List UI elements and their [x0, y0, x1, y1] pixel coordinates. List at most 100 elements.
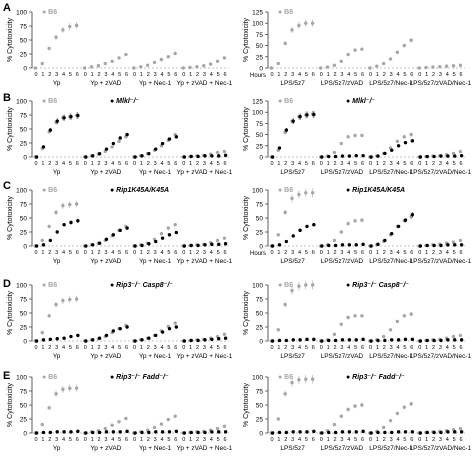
- panel-letter-c: C: [3, 180, 11, 192]
- x-tick-label: 4: [347, 161, 350, 167]
- data-point: [189, 338, 193, 343]
- legend-ko: ● Rip1K45A/K45A: [110, 187, 169, 194]
- x-tick-label: 6: [76, 161, 79, 167]
- x-tick-label: 2: [97, 72, 100, 78]
- data-point: [167, 430, 172, 434]
- x-tick-label: 3: [439, 72, 442, 78]
- data-point: [284, 430, 289, 435]
- data-point: [304, 191, 308, 195]
- data-point: [68, 297, 72, 302]
- group-label: Yp: [53, 353, 61, 360]
- data-point: [290, 196, 294, 201]
- x-tick-label: 6: [223, 250, 226, 256]
- y-axis-label: % Cytotoxicity: [7, 18, 14, 62]
- x-tick-label: 0: [320, 250, 323, 256]
- x-tick-label: 0: [34, 161, 37, 167]
- x-tick-label: 4: [160, 250, 163, 256]
- x-tick-label: 6: [312, 345, 315, 351]
- panel-letter-b: B: [3, 92, 11, 104]
- panel-letter-e: E: [3, 370, 11, 382]
- x-tick-label: 5: [217, 72, 220, 78]
- x-tick-label: 1: [376, 72, 379, 78]
- x-tick-label: 3: [439, 250, 442, 256]
- y-tick-label: 75: [20, 389, 28, 396]
- x-tick-label: 3: [291, 72, 294, 78]
- x-tick-label: 4: [62, 345, 65, 351]
- data-point: [173, 414, 177, 418]
- data-point: [68, 386, 72, 390]
- x-tick-label: 2: [284, 161, 287, 167]
- data-point: [396, 224, 401, 229]
- x-tick-label: 5: [167, 161, 170, 167]
- x-tick-label: 3: [340, 161, 343, 167]
- x-tick-label: 5: [118, 345, 121, 351]
- x-tick-label: 0: [34, 72, 37, 78]
- data-point: [298, 114, 302, 119]
- x-tick-label: 1: [91, 161, 94, 167]
- data-point: [403, 430, 408, 434]
- y-tick-label: 75: [256, 121, 264, 128]
- x-tick-label: 1: [425, 345, 428, 351]
- data-point: [68, 202, 72, 207]
- data-point: [34, 244, 39, 248]
- x-tick-label: 2: [284, 345, 287, 351]
- data-point: [76, 113, 80, 118]
- legend-ko: ● Mlkl⁻/⁻: [346, 98, 375, 105]
- x-tick-label: 5: [69, 250, 72, 256]
- x-tick-label: 0: [133, 72, 136, 78]
- data-point: [277, 243, 282, 247]
- data-point: [222, 236, 227, 240]
- x-tick-label: 4: [62, 437, 65, 443]
- data-point: [410, 430, 415, 434]
- x-tick-label: 6: [174, 161, 177, 167]
- x-tick-label: 4: [446, 345, 449, 351]
- data-point: [390, 430, 394, 435]
- x-tick-label: 6: [125, 437, 128, 443]
- x-tick-label: 1: [91, 345, 94, 351]
- data-point: [458, 333, 463, 338]
- group-label: Yp + zVAD: [90, 169, 121, 176]
- group-label: LPS/5z7/zVAD: [321, 80, 364, 87]
- data-point: [74, 386, 79, 390]
- x-tick-label: 6: [312, 72, 315, 78]
- y-tick-label: 50: [256, 43, 264, 50]
- data-point: [154, 239, 158, 244]
- y-tick-label: 25: [256, 230, 264, 237]
- data-point: [91, 338, 95, 342]
- data-point: [327, 154, 331, 159]
- x-tick-label: 3: [55, 161, 58, 167]
- x-tick-label: 3: [203, 250, 206, 256]
- x-tick-label: 1: [327, 72, 330, 78]
- data-point: [154, 430, 158, 434]
- group-label: Yp: [53, 445, 61, 452]
- x-tick-label: 4: [298, 72, 301, 78]
- x-tick-label: 0: [133, 437, 136, 443]
- data-point: [458, 238, 463, 243]
- data-point: [459, 243, 464, 247]
- x-tick-label: 6: [76, 437, 79, 443]
- x-tick-label: 0: [270, 250, 273, 256]
- data-point: [327, 243, 331, 248]
- x-tick-label: 4: [446, 437, 449, 443]
- x-tick-label: 6: [459, 161, 462, 167]
- group-label: LPS/5z7/zVAD/Nec-1: [410, 445, 472, 452]
- x-tick-label: 2: [383, 345, 386, 351]
- data-point: [222, 56, 227, 60]
- data-point: [446, 243, 450, 247]
- x-tick-label: 6: [125, 345, 128, 351]
- data-point: [160, 141, 165, 146]
- x-tick-label: 3: [104, 72, 107, 78]
- y-tick-label: 50: [256, 132, 264, 139]
- y-tick-label: 75: [256, 297, 264, 304]
- data-point: [369, 244, 373, 248]
- data-point: [62, 336, 66, 340]
- data-point: [346, 407, 350, 412]
- x-tick-label: 0: [320, 437, 323, 443]
- data-point: [210, 154, 214, 158]
- data-point: [444, 64, 449, 68]
- data-point: [40, 330, 44, 335]
- data-point: [283, 392, 287, 396]
- data-point: [173, 321, 177, 325]
- data-point: [181, 66, 185, 70]
